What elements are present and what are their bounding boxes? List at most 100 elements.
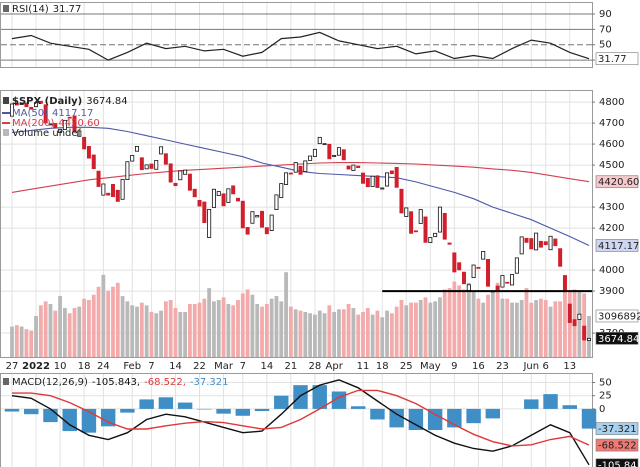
histogram-bar bbox=[100, 408, 116, 427]
volume-bar bbox=[587, 315, 591, 357]
volume-bar bbox=[582, 293, 587, 357]
volume-bar bbox=[125, 301, 130, 357]
candle-body bbox=[481, 250, 486, 260]
x-tick-label: 13 bbox=[563, 361, 576, 372]
candle-body bbox=[452, 252, 457, 273]
candle-body bbox=[58, 128, 63, 133]
candle-body bbox=[86, 145, 91, 159]
candle-body bbox=[125, 161, 130, 180]
candle-body bbox=[317, 136, 322, 145]
candle-body bbox=[264, 227, 269, 235]
volume-bar bbox=[327, 305, 332, 357]
candle-body bbox=[14, 102, 19, 106]
volume-bar bbox=[418, 300, 423, 357]
title-text: MACD(12,26,9) bbox=[12, 377, 88, 388]
volume-bar bbox=[539, 298, 543, 357]
volume-bar bbox=[48, 304, 53, 357]
candle-body bbox=[543, 241, 548, 246]
volume-bar bbox=[543, 300, 548, 357]
title-icon bbox=[3, 378, 9, 385]
candle-body bbox=[279, 183, 284, 199]
volume-bar bbox=[29, 330, 34, 357]
volume-bar bbox=[524, 288, 529, 357]
title-icon bbox=[3, 5, 9, 12]
candle-body bbox=[466, 284, 471, 291]
macd-line bbox=[12, 389, 590, 447]
histogram-bar bbox=[350, 406, 366, 409]
volume-bar bbox=[563, 289, 567, 357]
value-box-label: 4117.17 bbox=[598, 241, 639, 252]
x-tick-label: 11 bbox=[357, 361, 370, 372]
candle-body bbox=[428, 237, 433, 243]
candle-body bbox=[404, 207, 409, 217]
candle-body bbox=[572, 319, 577, 327]
candle-body bbox=[356, 165, 361, 168]
title-text: $SPX (Daily) bbox=[12, 96, 82, 107]
volume-bar bbox=[389, 313, 394, 357]
value-box-label: 3674.84 bbox=[598, 334, 639, 345]
x-tick-label: 22 bbox=[193, 361, 206, 372]
volume-bar bbox=[14, 325, 19, 357]
histogram-bar bbox=[216, 408, 231, 414]
y-tick-label: 3900 bbox=[599, 286, 624, 297]
volume-bar bbox=[207, 288, 212, 357]
candle-body bbox=[519, 236, 524, 255]
volume-bar bbox=[284, 272, 288, 357]
volume-bar bbox=[260, 306, 264, 357]
volume-bar bbox=[19, 326, 24, 357]
candle-body bbox=[293, 162, 298, 173]
volume-bar bbox=[514, 302, 519, 357]
candle-body bbox=[553, 238, 558, 247]
volume-bar bbox=[245, 289, 250, 357]
y-tick-label: 70 bbox=[599, 24, 612, 35]
volume-bar bbox=[529, 302, 534, 357]
candle-body bbox=[437, 206, 442, 233]
histogram-bar bbox=[62, 408, 77, 432]
candle-body bbox=[62, 119, 67, 130]
y-tick-label: 4200 bbox=[599, 223, 624, 234]
volume-bar bbox=[288, 306, 293, 357]
candle-body bbox=[423, 216, 428, 243]
title-value: 3674.84 bbox=[86, 96, 127, 107]
volume-bar bbox=[414, 302, 418, 357]
histogram-bar bbox=[312, 385, 327, 409]
candle-body bbox=[433, 232, 438, 238]
histogram-bar bbox=[197, 408, 212, 410]
candle-body bbox=[274, 194, 279, 210]
candle-body bbox=[29, 106, 34, 110]
candle-body bbox=[486, 258, 491, 287]
volume-bar bbox=[274, 296, 279, 357]
candle-body bbox=[409, 211, 414, 234]
volume-bar bbox=[202, 298, 207, 357]
volume-bar bbox=[457, 285, 462, 357]
candle-body bbox=[558, 248, 563, 267]
volume-bar bbox=[10, 326, 14, 357]
y-tick-label: 4300 bbox=[599, 202, 624, 213]
volume-bar bbox=[38, 305, 43, 357]
candle-body bbox=[346, 165, 351, 170]
volume-bar bbox=[428, 302, 433, 357]
volume-bar bbox=[341, 309, 346, 357]
title-value: 31.77 bbox=[53, 4, 82, 15]
candle-body bbox=[375, 175, 380, 188]
candle-body bbox=[48, 123, 53, 126]
volume-bar bbox=[221, 297, 226, 357]
volume-bar bbox=[163, 301, 168, 357]
candle-body bbox=[187, 173, 192, 191]
legend-value: -68.522 bbox=[144, 377, 183, 388]
candle-body bbox=[447, 242, 452, 245]
volume-bar bbox=[159, 310, 163, 357]
candle-body bbox=[505, 281, 510, 284]
volume-bar bbox=[91, 294, 96, 357]
histogram-bar bbox=[139, 399, 154, 409]
candle-body bbox=[534, 232, 539, 251]
volume-bar bbox=[269, 298, 274, 357]
volume-bar bbox=[197, 302, 202, 357]
candle-body bbox=[255, 215, 260, 218]
histogram-bar bbox=[543, 394, 558, 409]
volume-bar bbox=[154, 313, 159, 357]
candle-body bbox=[461, 271, 466, 285]
volume-bar bbox=[452, 281, 457, 357]
volume-bar bbox=[240, 293, 245, 357]
candle-body bbox=[567, 303, 572, 323]
